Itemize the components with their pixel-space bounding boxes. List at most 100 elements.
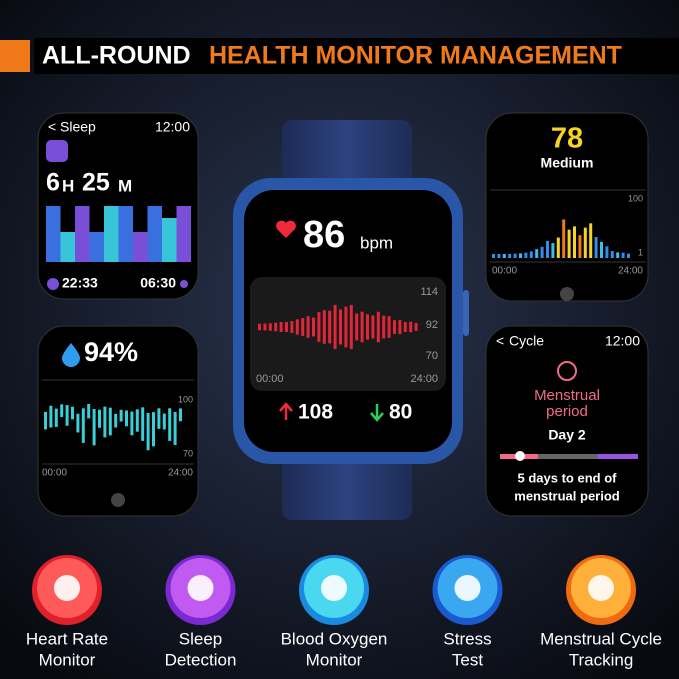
- oxygen-bar: [81, 408, 85, 443]
- stress-bar: [605, 246, 609, 258]
- stress-bar: [621, 252, 625, 258]
- feature-glyph: [588, 575, 614, 601]
- hr-bar: [306, 316, 310, 338]
- sleep-bar: [89, 232, 104, 262]
- oxygen-bar: [125, 410, 128, 427]
- hr-time-label: 00:00: [256, 373, 284, 385]
- cycle-icon: [557, 361, 577, 381]
- hr-bar: [414, 323, 418, 331]
- stress-bar: [508, 253, 512, 258]
- hr-bar: [339, 309, 342, 345]
- stress-bar: [546, 240, 549, 258]
- feature-label: Detection: [165, 650, 237, 669]
- sleep-bar: [147, 206, 162, 262]
- cycle-title: Cycle: [509, 333, 544, 349]
- stress-bars: [492, 219, 630, 258]
- feature-label: Monitor: [306, 650, 363, 669]
- hr-bars: [258, 304, 418, 350]
- feature-glyph: [54, 575, 80, 601]
- drop-icon: [62, 343, 80, 367]
- oxygen-bar: [119, 409, 123, 422]
- oxygen-bar: [179, 408, 182, 422]
- stress-bar: [551, 243, 555, 258]
- sleep-bar: [162, 218, 177, 262]
- hr-bar: [333, 304, 337, 350]
- stress-bar: [610, 251, 614, 258]
- heart-rate: 86: [303, 214, 345, 256]
- cycle-note: menstrual period: [514, 488, 620, 503]
- heart-unit: bpm: [360, 233, 393, 252]
- sleep-bar: [176, 206, 191, 262]
- hr-bar: [258, 323, 261, 331]
- watch-button: [463, 290, 469, 336]
- oxygen-bar: [76, 413, 80, 433]
- stress-time: 24:00: [618, 266, 643, 277]
- oxygen-axis-label: 70: [183, 448, 193, 458]
- oxygen-bar: [114, 413, 118, 428]
- back-arrow: <: [48, 119, 56, 135]
- hr-bar: [393, 320, 396, 334]
- oxygen-time: 00:00: [42, 468, 67, 479]
- back-arrow: <: [496, 333, 504, 349]
- sleep-unit: H: [62, 176, 74, 195]
- hr-bar: [322, 310, 326, 344]
- sleep-bars: [46, 206, 191, 262]
- stress-bar: [589, 223, 593, 258]
- feature-glyph: [454, 575, 481, 601]
- stress-bar: [529, 251, 533, 258]
- stress-bar: [492, 253, 495, 258]
- oxygen-bar: [49, 405, 53, 428]
- hr-axis-label: 70: [426, 350, 438, 362]
- stress-bar: [567, 229, 571, 258]
- stress-axis-label: 1: [638, 247, 643, 257]
- hr-bar: [382, 315, 386, 339]
- stress-bar: [497, 253, 501, 258]
- hr-bar: [279, 321, 283, 333]
- cycle-note: 5 days to end of: [518, 470, 618, 485]
- hr-bar: [317, 312, 321, 342]
- hr-bar: [312, 317, 315, 337]
- oxygen-panel: [37, 325, 199, 517]
- hr-bar: [263, 323, 267, 331]
- feature-label: Monitor: [39, 650, 96, 669]
- header-title: HEALTH MONITOR MANAGEMENT: [209, 42, 622, 70]
- heart-icon: [276, 220, 296, 238]
- stress-bar: [519, 253, 522, 258]
- oxygen-bar: [71, 406, 74, 420]
- oxygen-bar: [92, 408, 96, 446]
- hr-bar: [274, 322, 278, 332]
- sun-icon: [180, 280, 188, 288]
- feature-label: Menstrual Cycle: [540, 629, 662, 648]
- stress-bar: [535, 249, 539, 258]
- stress-bar: [616, 252, 620, 258]
- cycle-marker: [515, 451, 525, 461]
- stress-bar: [556, 237, 560, 258]
- stress-bar: [600, 241, 603, 258]
- oxygen-bar: [103, 406, 107, 438]
- header-title: ALL-ROUND: [42, 42, 191, 70]
- hr-bar: [355, 313, 359, 341]
- stress-level: Medium: [541, 155, 594, 171]
- max-rate: 108: [298, 401, 333, 424]
- oxygen-bar: [65, 405, 69, 426]
- sleep-bar: [46, 206, 61, 262]
- sleep-bar: [133, 232, 148, 262]
- header-band: [34, 38, 679, 74]
- cycle-phase: Menstrual: [534, 387, 600, 404]
- oxygen-time: 24:00: [168, 468, 193, 479]
- hr-bar: [295, 319, 299, 335]
- stress-bar: [524, 252, 528, 258]
- sleep-title: Sleep: [60, 119, 96, 135]
- sleep-bar: [118, 206, 133, 262]
- sleep-bar: [60, 232, 75, 262]
- features: Heart Rate Monitor Sleep Detection Blood Oxy…: [26, 555, 662, 669]
- sleep-unit: M: [118, 176, 132, 195]
- oxygen-bar: [146, 412, 150, 451]
- oxygen-bar: [168, 408, 172, 441]
- stress-bar: [540, 246, 544, 258]
- oxygen-bar: [141, 407, 145, 441]
- feature-label: Blood Oxygen: [281, 629, 388, 648]
- hr-bar: [371, 315, 375, 339]
